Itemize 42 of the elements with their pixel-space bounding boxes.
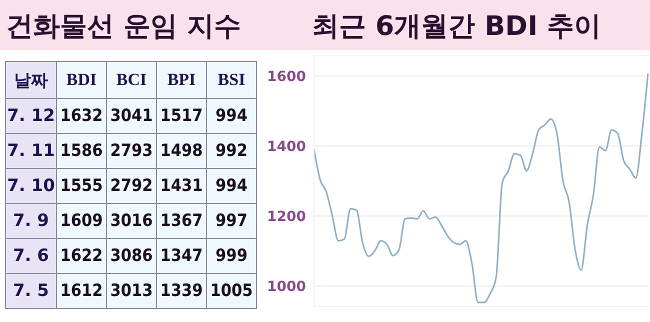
x-tick-label: BDI <box>56 61 107 99</box>
line-series <box>313 72 649 304</box>
chart-title: 최근 6개월간 BDI 추이 <box>312 10 602 44</box>
data-label: 3086 <box>106 238 157 274</box>
data-label: 1555 <box>56 168 107 204</box>
data-label: 1622 <box>56 238 107 274</box>
data-label: 997 <box>206 203 257 239</box>
y-tick-label: 7. 11 <box>5 133 57 169</box>
y-axis-title: 날짜 <box>5 61 57 99</box>
data-label: 1367 <box>156 203 207 239</box>
y-tick-label: 1000 <box>267 278 306 295</box>
data-label: 1347 <box>156 238 207 274</box>
data-label: 1517 <box>156 98 207 134</box>
data-label: 3016 <box>106 203 157 239</box>
y-tick-label: 7. 10 <box>5 168 57 204</box>
data-label: 994 <box>206 168 257 204</box>
data-label: 1612 <box>56 273 107 309</box>
y-tick-label: 1400 <box>267 138 306 155</box>
data-label: 1609 <box>56 203 107 239</box>
y-tick-label: 1200 <box>267 208 306 225</box>
data-label: 1586 <box>56 133 107 169</box>
data-label: 2793 <box>106 133 157 169</box>
y-tick-label: 7. 6 <box>5 238 57 274</box>
data-label: 992 <box>206 133 257 169</box>
data-label: 3041 <box>106 98 157 134</box>
x-tick-label: BSI <box>206 61 257 99</box>
data-label: 994 <box>206 98 257 134</box>
data-label: 3013 <box>106 273 157 309</box>
y-tick-label: 7. 9 <box>5 203 57 239</box>
data-label: 999 <box>206 238 257 274</box>
x-tick-label: BCI <box>106 61 157 99</box>
x-tick-label: BPI <box>156 61 207 99</box>
y-tick-label: 1600 <box>267 68 306 85</box>
data-label: 2792 <box>106 168 157 204</box>
chart-title: 건화물선 운임 지수 <box>6 10 241 44</box>
data-label: 1632 <box>56 98 107 134</box>
data-label: 1339 <box>156 273 207 309</box>
data-label: 1431 <box>156 168 207 204</box>
y-tick-label: 7. 5 <box>5 273 57 309</box>
y-tick-label: 7. 12 <box>5 98 57 134</box>
data-label: 1498 <box>156 133 207 169</box>
data-label: 1005 <box>206 273 257 309</box>
